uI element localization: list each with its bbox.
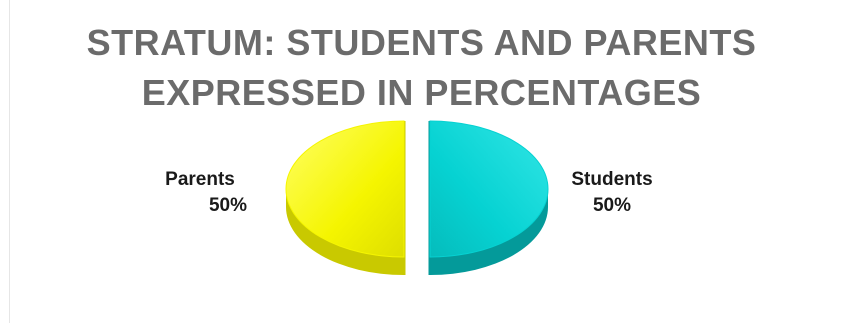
- pie-slice-side-parents: [286, 189, 404, 275]
- chart-title-line-1: STRATUM: STUDENTS AND PARENTS: [86, 22, 757, 63]
- slice-label-students: Students: [571, 169, 652, 190]
- pie-slice-parents: [285, 120, 405, 258]
- pie-slice-side-students: [430, 189, 548, 275]
- slice-value-students: 50%: [593, 195, 631, 216]
- chart-title: STRATUM: STUDENTS AND PARENTS EXPRESSED …: [0, 18, 843, 118]
- slice-label-parents: Parents: [165, 169, 235, 190]
- left-divider: [9, 0, 10, 323]
- chart-title-line-2: EXPRESSED IN PERCENTAGES: [141, 72, 702, 113]
- slice-value-parents: 50%: [209, 195, 247, 216]
- pie-slice-students: [429, 120, 549, 258]
